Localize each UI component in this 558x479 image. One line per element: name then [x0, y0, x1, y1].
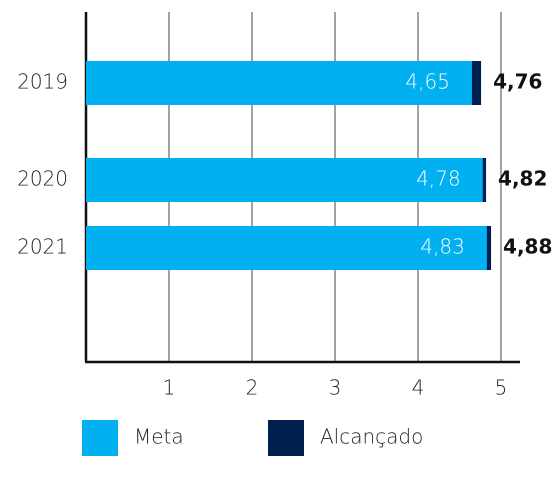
value-label: 4,76 [493, 70, 542, 94]
y-tick-label: 2019 [17, 70, 68, 94]
legend-label: Meta [134, 425, 184, 449]
x-tick-label: 4 [412, 376, 425, 400]
x-tick-label: 3 [329, 376, 342, 400]
value-label: 4,65 [405, 70, 450, 94]
bar [86, 226, 487, 270]
bar [86, 61, 472, 105]
value-label: 4,82 [498, 167, 547, 191]
legend-swatch [82, 420, 118, 456]
legend-label: Alcançado [320, 425, 423, 449]
value-label: 4,88 [503, 235, 552, 259]
y-tick-label: 2021 [17, 235, 68, 259]
value-label: 4,83 [420, 235, 465, 259]
x-tick-label: 2 [246, 376, 259, 400]
value-label: 4,78 [416, 167, 461, 191]
x-tick-label: 1 [163, 376, 176, 400]
legend-swatch [268, 420, 304, 456]
bar [86, 158, 483, 202]
x-tick-label: 5 [495, 376, 508, 400]
y-tick-label: 2020 [17, 167, 68, 191]
